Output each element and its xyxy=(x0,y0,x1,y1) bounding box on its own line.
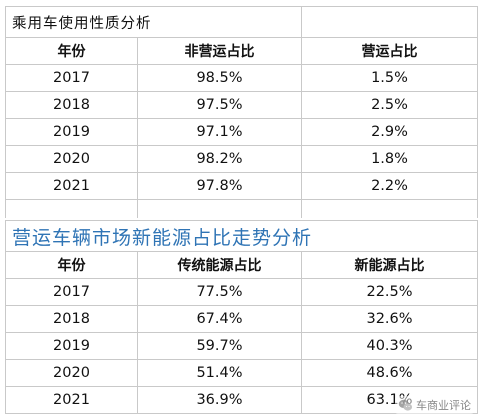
cell-traditional-energy: 77.5% xyxy=(137,278,302,306)
column-header-non-operating: 非营运占比 xyxy=(137,37,302,65)
table-title: 营运车辆市场新能源占比走势分析 xyxy=(4,220,479,252)
table-row: 2018 97.5% 2.5% xyxy=(5,91,478,119)
empty-cell xyxy=(137,199,302,218)
cell-non-operating: 97.5% xyxy=(137,91,302,119)
cell-new-energy: 32.6% xyxy=(300,305,479,333)
table-title-row: 乘用车使用性质分析 xyxy=(5,6,478,38)
spacer-row xyxy=(5,199,478,218)
watermark-text: 车商业评论 xyxy=(416,399,471,412)
cell-operating: 1.5% xyxy=(301,64,478,92)
cell-traditional-energy: 36.9% xyxy=(137,386,302,414)
table-row: 2017 77.5% 22.5% xyxy=(5,278,479,306)
column-header-year: 年份 xyxy=(5,251,138,279)
cell-non-operating: 97.1% xyxy=(137,118,302,146)
table-row: 2019 59.7% 40.3% xyxy=(5,332,479,360)
watermark: 车商业评论 xyxy=(395,396,474,414)
cell-year: 2020 xyxy=(5,145,138,173)
new-energy-share-table: 营运车辆市场新能源占比走势分析 年份 传统能源占比 新能源占比 2017 77.… xyxy=(4,220,479,414)
cell-new-energy: 40.3% xyxy=(300,332,479,360)
wechat-icon xyxy=(398,398,413,413)
cell-year: 2020 xyxy=(5,359,138,387)
cell-year: 2018 xyxy=(5,91,138,119)
cell-year: 2018 xyxy=(5,305,138,333)
table-row: 2017 98.5% 1.5% xyxy=(5,64,478,92)
cell-year: 2017 xyxy=(5,278,138,306)
cell-non-operating: 98.2% xyxy=(137,145,302,173)
cell-year: 2021 xyxy=(5,172,138,200)
cell-new-energy: 48.6% xyxy=(300,359,479,387)
cell-year: 2019 xyxy=(5,332,138,360)
cell-year: 2019 xyxy=(5,118,138,146)
cell-non-operating: 97.8% xyxy=(137,172,302,200)
cell-operating: 2.2% xyxy=(301,172,478,200)
empty-cell xyxy=(5,199,138,218)
column-header-traditional-energy: 传统能源占比 xyxy=(137,251,302,279)
empty-cell xyxy=(301,6,478,38)
cell-operating: 1.8% xyxy=(301,145,478,173)
cell-traditional-energy: 67.4% xyxy=(137,305,302,333)
table-title-row: 营运车辆市场新能源占比走势分析 xyxy=(4,220,479,252)
column-header-new-energy: 新能源占比 xyxy=(300,251,479,279)
cell-new-energy: 22.5% xyxy=(300,278,479,306)
empty-cell xyxy=(301,199,478,218)
table-row: 2018 67.4% 32.6% xyxy=(5,305,479,333)
cell-traditional-energy: 51.4% xyxy=(137,359,302,387)
cell-year: 2017 xyxy=(5,64,138,92)
cell-new-energy: 63.1% xyxy=(300,386,479,414)
table-header-row: 年份 传统能源占比 新能源占比 xyxy=(5,251,479,279)
column-header-operating: 营运占比 xyxy=(301,37,478,65)
table-title: 乘用车使用性质分析 xyxy=(5,6,302,38)
cell-operating: 2.5% xyxy=(301,91,478,119)
table-row: 2021 97.8% 2.2% xyxy=(5,172,478,200)
table-header-row: 年份 非营运占比 营运占比 xyxy=(5,37,478,65)
vehicle-usage-table: 乘用车使用性质分析 年份 非营运占比 营运占比 2017 98.5% 1.5% … xyxy=(5,6,478,218)
column-header-year: 年份 xyxy=(5,37,138,65)
table-row: 2021 36.9% 63.1% xyxy=(5,386,479,414)
cell-traditional-energy: 59.7% xyxy=(137,332,302,360)
cell-operating: 2.9% xyxy=(301,118,478,146)
table-row: 2020 51.4% 48.6% xyxy=(5,359,479,387)
cell-non-operating: 98.5% xyxy=(137,64,302,92)
cell-year: 2021 xyxy=(5,386,138,414)
table-row: 2020 98.2% 1.8% xyxy=(5,145,478,173)
table-row: 2019 97.1% 2.9% xyxy=(5,118,478,146)
